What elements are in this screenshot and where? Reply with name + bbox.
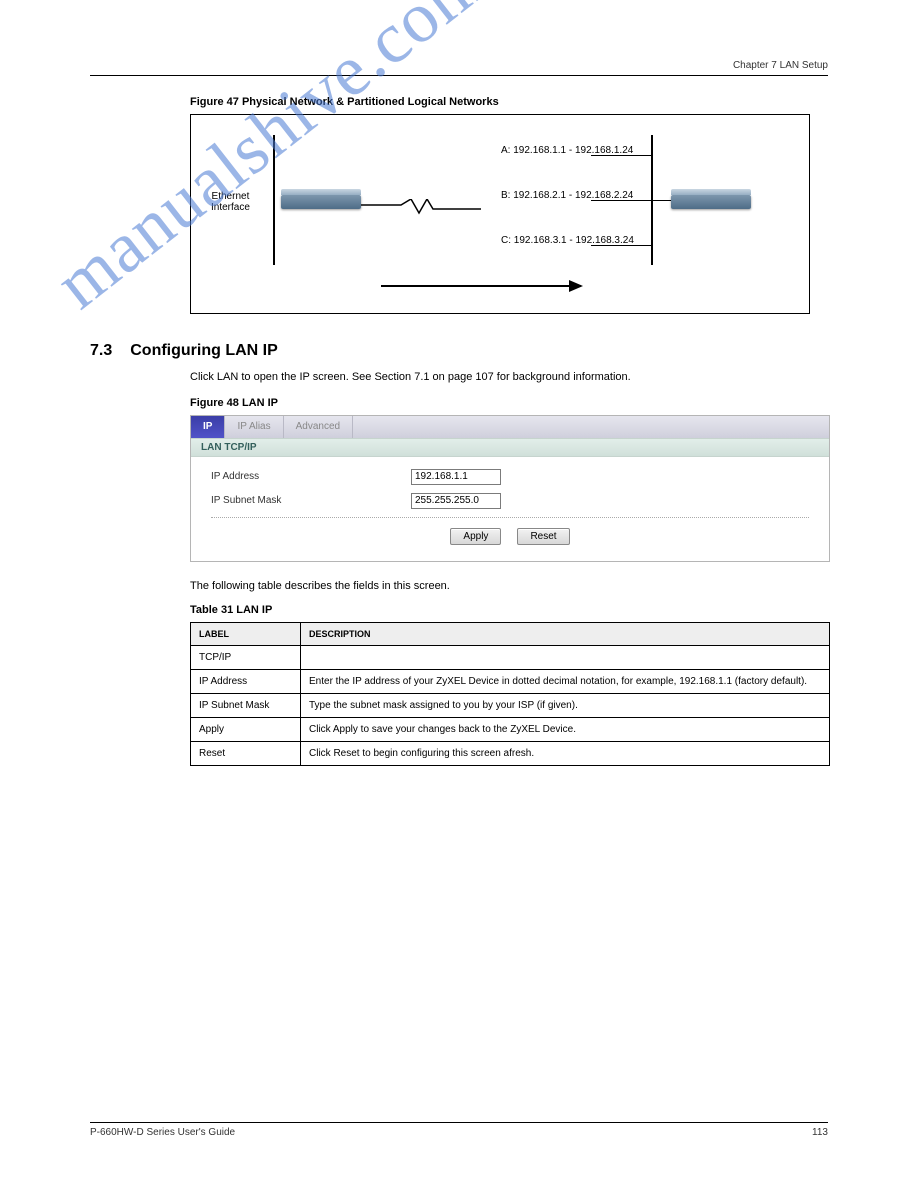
arrow-icon: [381, 285, 581, 287]
table-header-row: LABEL DESCRIPTION: [191, 622, 830, 645]
tab-bar: IP IP Alias Advanced: [191, 416, 829, 438]
section-band: LAN TCP/IP: [191, 438, 829, 457]
net-c: C: 192.168.3.1 - 192.168.3.24: [501, 235, 634, 246]
divider: [211, 517, 809, 518]
label-ip-subnet: IP Subnet Mask: [211, 495, 411, 506]
tab-advanced[interactable]: Advanced: [284, 416, 353, 438]
table-row: IP Subnet Mask Type the subnet mask assi…: [191, 693, 830, 717]
input-ip-address[interactable]: [411, 469, 501, 485]
apply-button[interactable]: Apply: [450, 528, 501, 545]
table-row: TCP/IP: [191, 645, 830, 669]
table31: LABEL DESCRIPTION TCP/IP IP Address Ente…: [190, 622, 830, 766]
label-ip-address: IP Address: [211, 471, 411, 482]
footer-left: P-660HW-D Series User's Guide: [90, 1127, 235, 1138]
net-b: B: 192.168.2.1 - 192.168.2.24: [501, 190, 633, 201]
cell-desc: [301, 645, 830, 669]
section-heading: 7.3 Configuring LAN IP: [90, 342, 828, 360]
cell-desc: Type the subnet mask assigned to you by …: [301, 693, 830, 717]
table-row: Reset Click Reset to begin configuring t…: [191, 741, 830, 765]
row-ip-address: IP Address: [211, 469, 809, 485]
section-title: Configuring LAN IP: [130, 342, 278, 360]
cell-desc: Enter the IP address of your ZyXEL Devic…: [301, 669, 830, 693]
cell-desc: Click Reset to begin configuring this sc…: [301, 741, 830, 765]
device-left-icon: [281, 195, 361, 209]
figure47-caption: Figure 47 Physical Network & Partitioned…: [190, 96, 828, 108]
footer-right: 113: [812, 1127, 828, 1138]
reset-button[interactable]: Reset: [517, 528, 569, 545]
device-right-icon: [671, 195, 751, 209]
cable-icon: [361, 199, 481, 223]
section-paragraph: Click LAN to open the IP screen. See Sec…: [190, 370, 790, 385]
cell-label: Reset: [191, 741, 301, 765]
cell-label: TCP/IP: [191, 645, 301, 669]
cell-label: IP Address: [191, 669, 301, 693]
col-label: LABEL: [191, 622, 301, 645]
tab-ip[interactable]: IP: [191, 416, 225, 438]
header-right: Chapter 7 LAN Setup: [733, 60, 828, 71]
table-intro: The following table describes the fields…: [190, 580, 828, 592]
net-a: A: 192.168.1.1 - 192.168.1.24: [501, 145, 633, 156]
table31-caption: Table 31 LAN IP: [190, 604, 828, 616]
figure47-diagram: Ethernet Interface A: 192.168.1.1 - 192.…: [190, 114, 810, 314]
ethernet-label: Ethernet Interface: [211, 191, 250, 213]
col-description: DESCRIPTION: [301, 622, 830, 645]
figure48-caption: Figure 48 LAN IP: [190, 397, 828, 409]
table-body: TCP/IP IP Address Enter the IP address o…: [191, 645, 830, 765]
cell-desc: Click Apply to save your changes back to…: [301, 717, 830, 741]
tab-ip-alias[interactable]: IP Alias: [225, 416, 283, 438]
stub-b-right: [651, 200, 671, 201]
bus-left: [273, 135, 275, 265]
page-header: Chapter 7 LAN Setup: [90, 60, 828, 76]
lan-ip-panel: IP IP Alias Advanced LAN TCP/IP IP Addre…: [190, 415, 830, 562]
section-number: 7.3: [90, 342, 112, 360]
panel-body: IP Address IP Subnet Mask Apply Reset: [191, 457, 829, 561]
page-footer: P-660HW-D Series User's Guide 113: [90, 1122, 828, 1138]
row-ip-subnet: IP Subnet Mask: [211, 493, 809, 509]
button-row: Apply Reset: [211, 528, 809, 545]
input-ip-subnet[interactable]: [411, 493, 501, 509]
cell-label: Apply: [191, 717, 301, 741]
cell-label: IP Subnet Mask: [191, 693, 301, 717]
table-row: Apply Click Apply to save your changes b…: [191, 717, 830, 741]
table-row: IP Address Enter the IP address of your …: [191, 669, 830, 693]
